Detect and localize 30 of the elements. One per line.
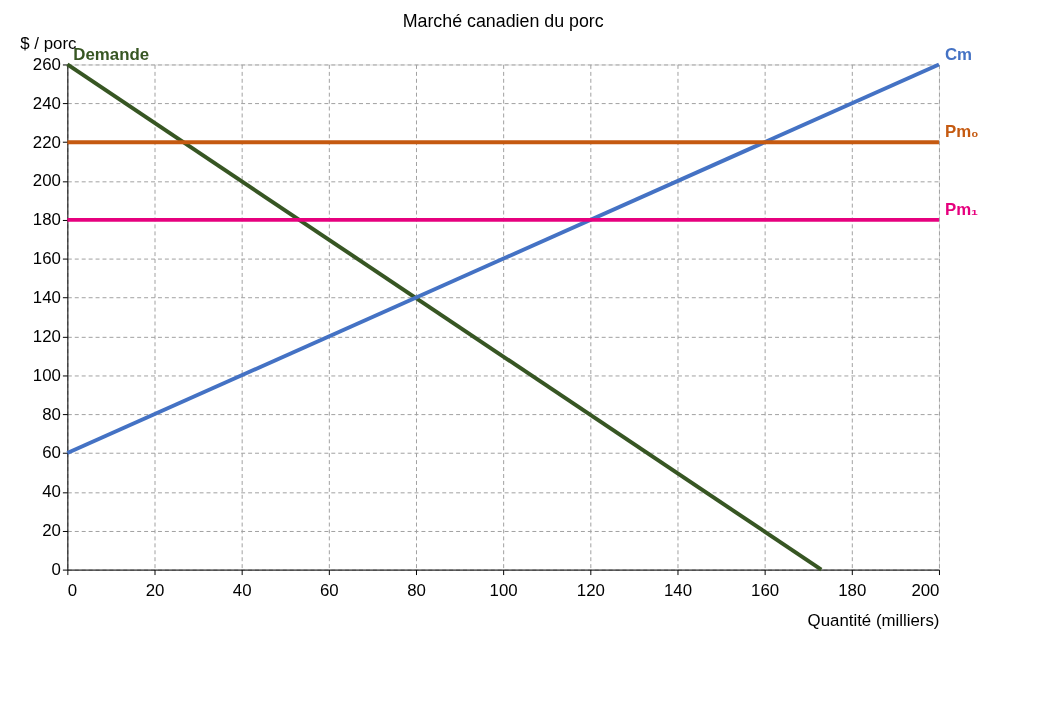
series-label: Cm (944, 44, 973, 64)
y-tick-label: 180 (32, 210, 61, 230)
y-tick-label: 200 (32, 171, 61, 191)
y-tick-label: 0 (51, 560, 61, 580)
x-tick-label: 200 (911, 580, 940, 600)
x-tick-label: 140 (663, 580, 693, 600)
y-tick-label: 40 (42, 482, 61, 502)
x-tick-label: 100 (489, 580, 518, 600)
series-label: Pm₁ (944, 199, 979, 219)
series-label: Pm₀ (944, 122, 979, 142)
y-tick-label: 260 (32, 54, 61, 74)
chart-title: Marché canadien du porc (402, 10, 604, 31)
y-tick-label: 100 (32, 365, 61, 385)
y-tick-label: 20 (42, 521, 61, 541)
y-tick-label: 140 (32, 288, 61, 308)
y-tick-label: 80 (42, 404, 61, 424)
x-tick-label: 160 (751, 580, 780, 600)
x-tick-label: 0 (67, 580, 78, 600)
x-tick-label: 60 (319, 580, 339, 600)
x-tick-label: 20 (145, 580, 165, 600)
y-tick-label: 240 (32, 93, 61, 113)
y-tick-label: 220 (32, 132, 61, 152)
x-tick-label: 120 (576, 580, 605, 600)
y-tick-label: 60 (42, 443, 61, 463)
x-tick-label: 180 (838, 580, 867, 600)
x-tick-label: 40 (232, 580, 252, 600)
y-tick-label: 120 (32, 326, 61, 346)
x-tick-label: 80 (407, 580, 426, 600)
x-axis-title: Quantité (milliers) (807, 610, 940, 630)
y-tick-label: 160 (32, 249, 61, 269)
